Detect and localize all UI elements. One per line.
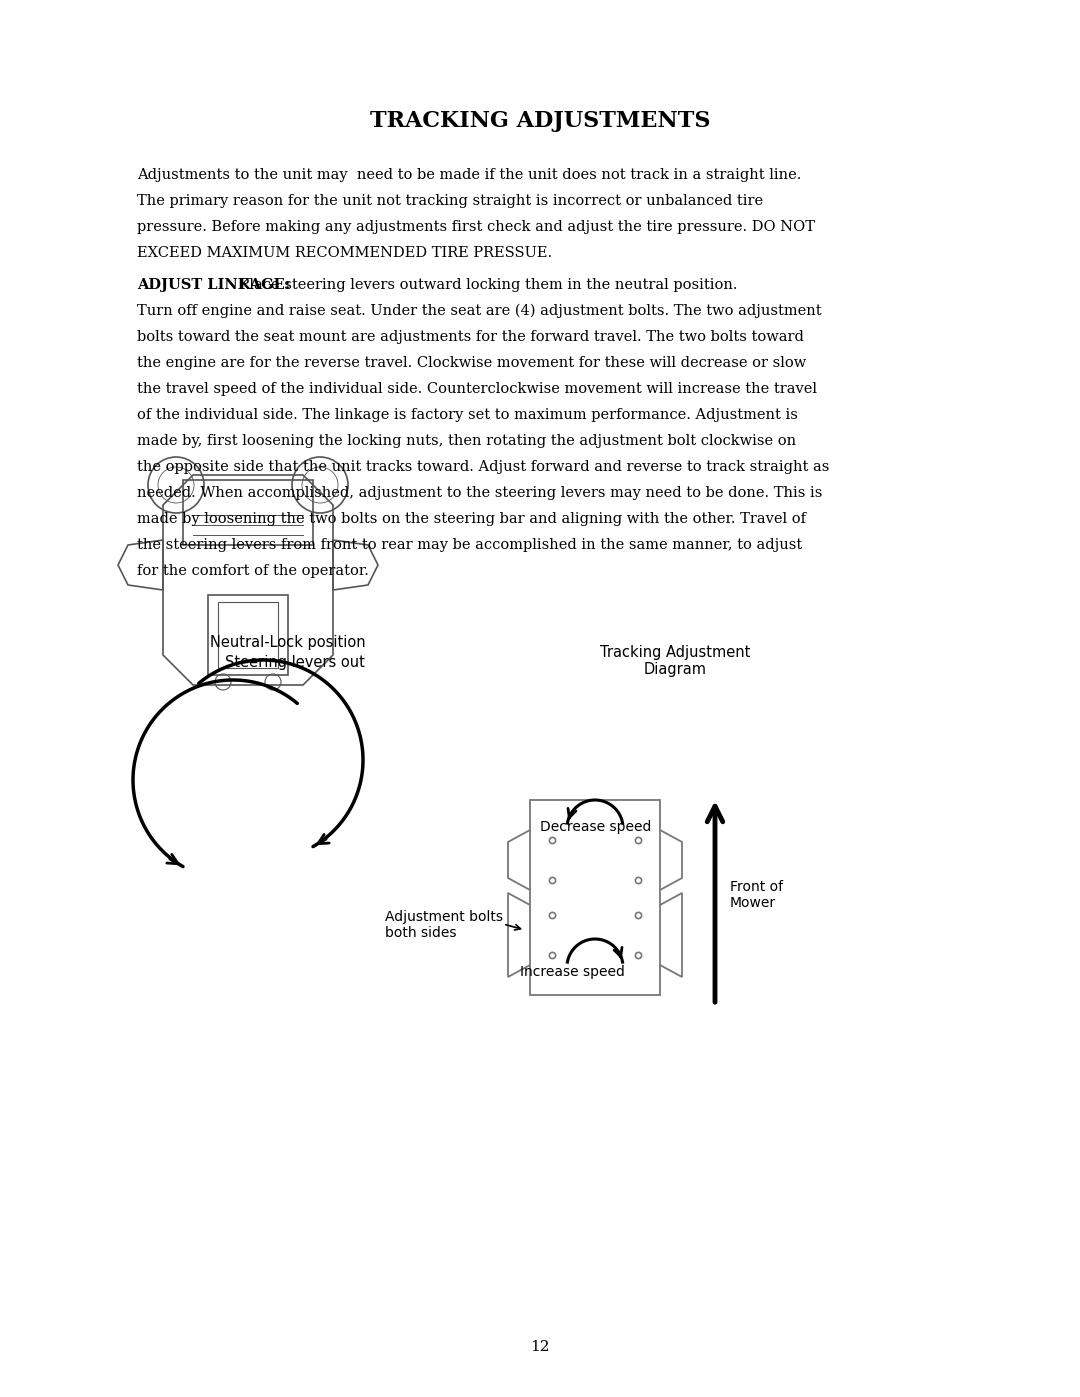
Text: Tracking Adjustment
Diagram: Tracking Adjustment Diagram [599,645,751,678]
Text: TRACKING ADJUSTMENTS: TRACKING ADJUSTMENTS [369,110,711,131]
Text: 12: 12 [530,1340,550,1354]
Text: Place steering levers outward locking them in the neutral position.: Place steering levers outward locking th… [235,278,738,292]
Bar [530,800,660,995]
Text: The primary reason for the unit not tracking straight is incorrect or unbalanced: The primary reason for the unit not trac… [137,194,764,208]
Text: Front of
Mower: Front of Mower [730,880,783,911]
Text: needed. When accomplished, adjustment to the steering levers may need to be done: needed. When accomplished, adjustment to… [137,486,822,500]
Text: the engine are for the reverse travel. Clockwise movement for these will decreas: the engine are for the reverse travel. C… [137,356,807,370]
Text: Turn off engine and raise seat. Under the seat are (4) adjustment bolts. The two: Turn off engine and raise seat. Under th… [137,305,822,319]
Text: made by, first loosening the locking nuts, then rotating the adjustment bolt clo: made by, first loosening the locking nut… [137,434,796,448]
Text: pressure. Before making any adjustments first check and adjust the tire pressure: pressure. Before making any adjustments … [137,219,815,235]
Text: the travel speed of the individual side. Counterclockwise movement will increase: the travel speed of the individual side.… [137,381,816,395]
Text: Adjustments to the unit may  need to be made if the unit does not track in a str: Adjustments to the unit may need to be m… [137,168,801,182]
Text: Steering levers out: Steering levers out [225,655,365,671]
Text: bolts toward the seat mount are adjustments for the forward travel. The two bolt: bolts toward the seat mount are adjustme… [137,330,804,344]
Text: Decrease speed: Decrease speed [540,820,651,834]
Text: ADJUST LINKAGE:: ADJUST LINKAGE: [137,278,291,292]
Text: for the comfort of the operator.: for the comfort of the operator. [137,564,369,578]
Text: EXCEED MAXIMUM RECOMMENDED TIRE PRESSUE.: EXCEED MAXIMUM RECOMMENDED TIRE PRESSUE. [137,246,552,260]
Text: the steering levers from front to rear may be accomplished in the same manner, t: the steering levers from front to rear m… [137,538,802,552]
Text: the opposite side that the unit tracks toward. Adjust forward and reverse to tra: the opposite side that the unit tracks t… [137,460,829,474]
Text: Neutral-Lock position: Neutral-Lock position [210,636,366,650]
Text: of the individual side. The linkage is factory set to maximum performance. Adjus: of the individual side. The linkage is f… [137,408,798,422]
Text: Increase speed: Increase speed [519,965,625,979]
Text: made by loosening the two bolts on the steering bar and aligning with the other.: made by loosening the two bolts on the s… [137,511,806,527]
Text: Adjustment bolts
both sides: Adjustment bolts both sides [384,909,503,940]
